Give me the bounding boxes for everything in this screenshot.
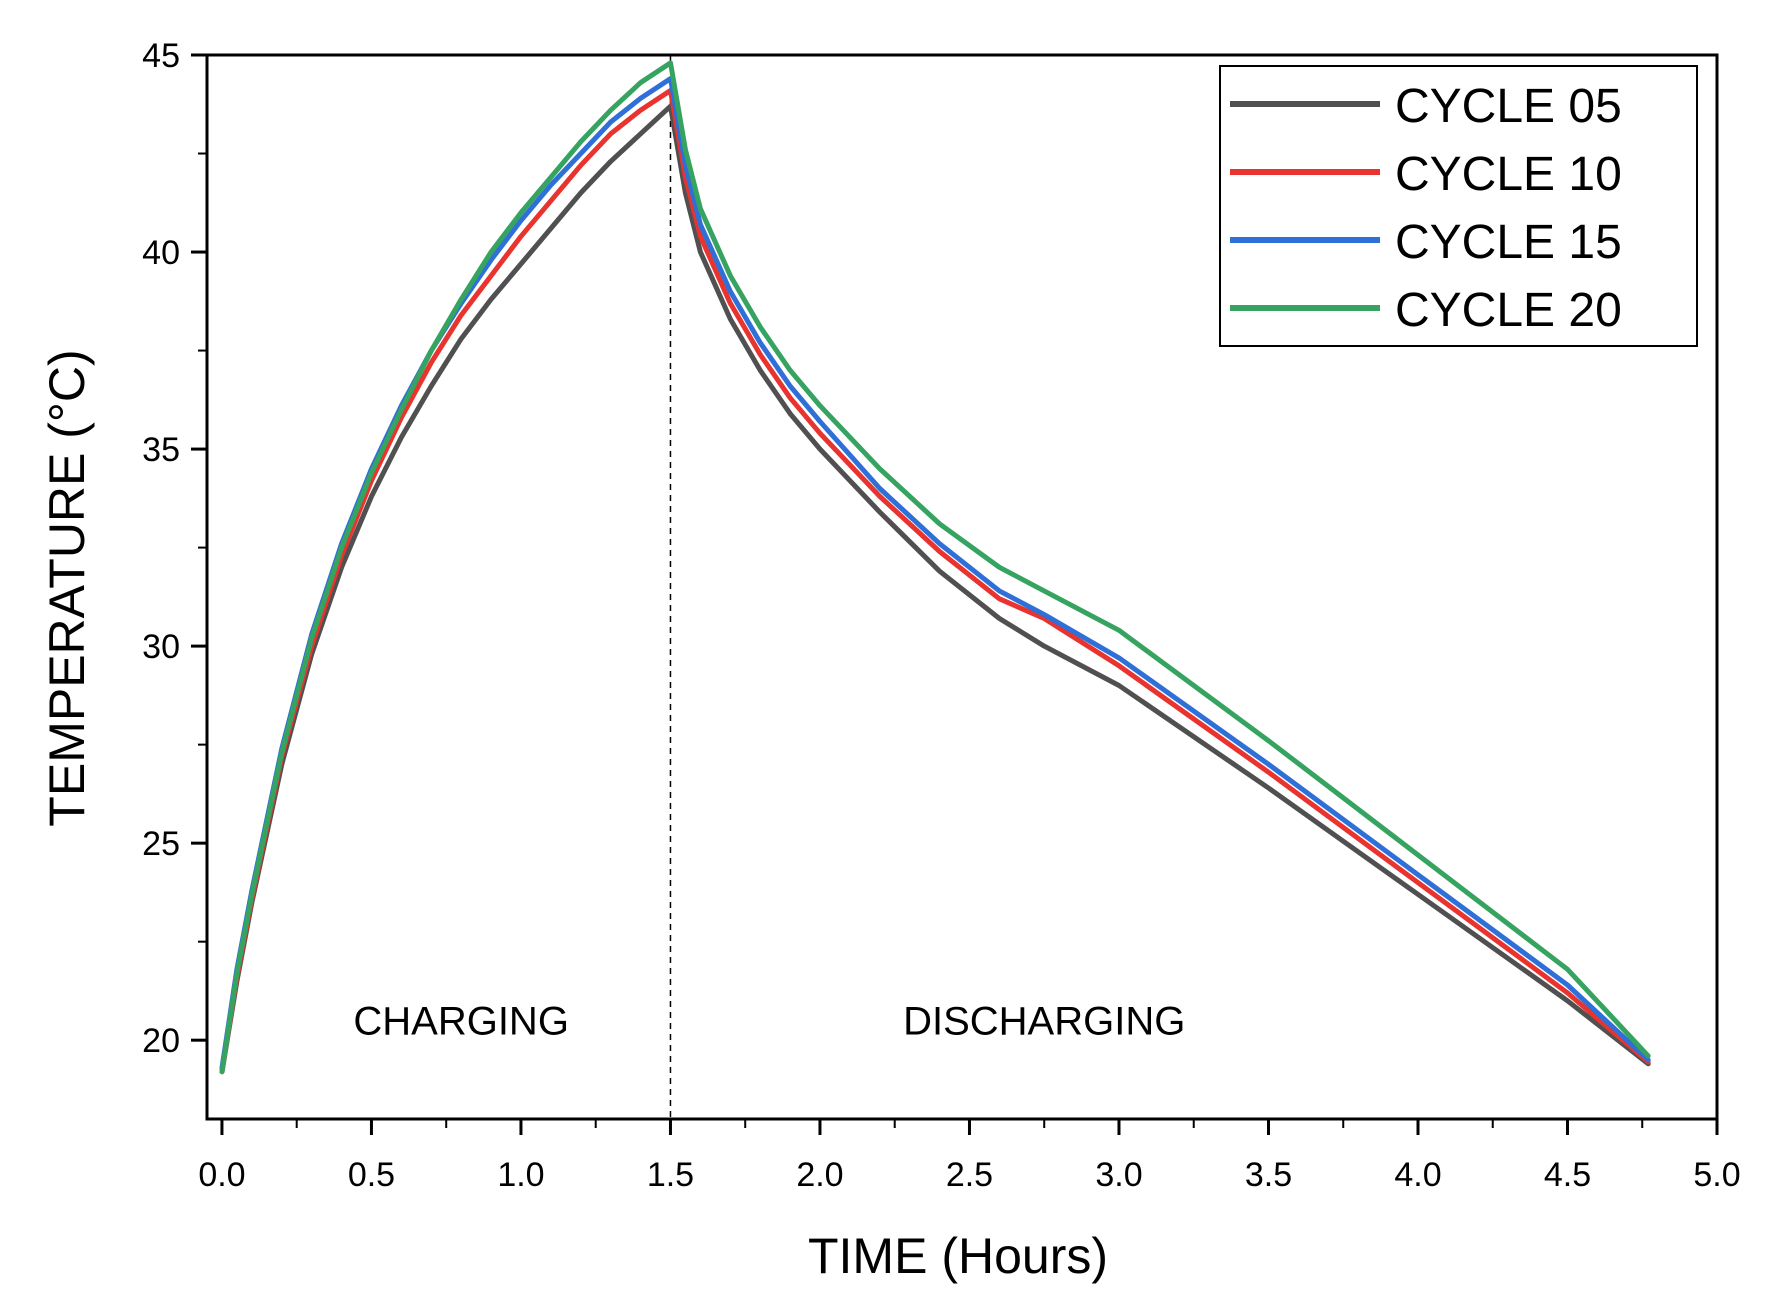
x-tick-label: 4.0 <box>1394 1156 1441 1194</box>
y-tick-label: 25 <box>142 825 180 863</box>
legend-label-cycle-15: CYCLE 15 <box>1395 216 1622 269</box>
y-tick-label: 45 <box>142 37 180 75</box>
legend: CYCLE 05 CYCLE 10 CYCLE 15 CYCLE 20 <box>1219 65 1698 347</box>
y-tick-label: 20 <box>142 1022 180 1060</box>
series-line-cycle-10 <box>219 88 1651 1075</box>
marks-layer: 0.0 0.5 1.0 1.5 2.0 2.5 3.0 3.5 4.0 4.5 5.0 20 25 30 3… <box>142 37 1740 1194</box>
x-tick-label: 5.0 <box>1693 1156 1740 1194</box>
x-tick-label: 3.5 <box>1245 1156 1292 1194</box>
legend-label-cycle-20: CYCLE 20 <box>1395 284 1622 337</box>
x-tick-label: 2.0 <box>796 1156 843 1194</box>
x-tick-label: 3.0 <box>1095 1156 1142 1194</box>
x-tick-label: 0.0 <box>198 1156 245 1194</box>
plot-frame <box>205 53 1719 1121</box>
y-tick-label: 35 <box>142 431 180 469</box>
x-tick-label: 4.5 <box>1544 1156 1591 1194</box>
x-tick-label: 0.5 <box>348 1156 395 1194</box>
legend-label-cycle-10: CYCLE 10 <box>1395 148 1622 201</box>
y-axis-title: TEMPERATURE (°C) <box>39 349 95 826</box>
x-tick-label: 1.0 <box>497 1156 544 1194</box>
y-tick-label: 40 <box>142 234 180 272</box>
x-axis-title: TIME (Hours) <box>808 1228 1108 1284</box>
annotation-charging: CHARGING <box>353 999 569 1043</box>
x-tick-label: 2.5 <box>946 1156 993 1194</box>
annotation-discharging: DISCHARGING <box>903 999 1185 1043</box>
series-line-cycle-20 <box>219 60 1651 1075</box>
x-tick-label: 1.5 <box>647 1156 694 1194</box>
legend-box <box>1219 65 1698 347</box>
y-tick-label: 30 <box>142 628 180 666</box>
series-line-cycle-05 <box>219 103 1651 1075</box>
legend-label-cycle-05: CYCLE 05 <box>1395 80 1622 133</box>
